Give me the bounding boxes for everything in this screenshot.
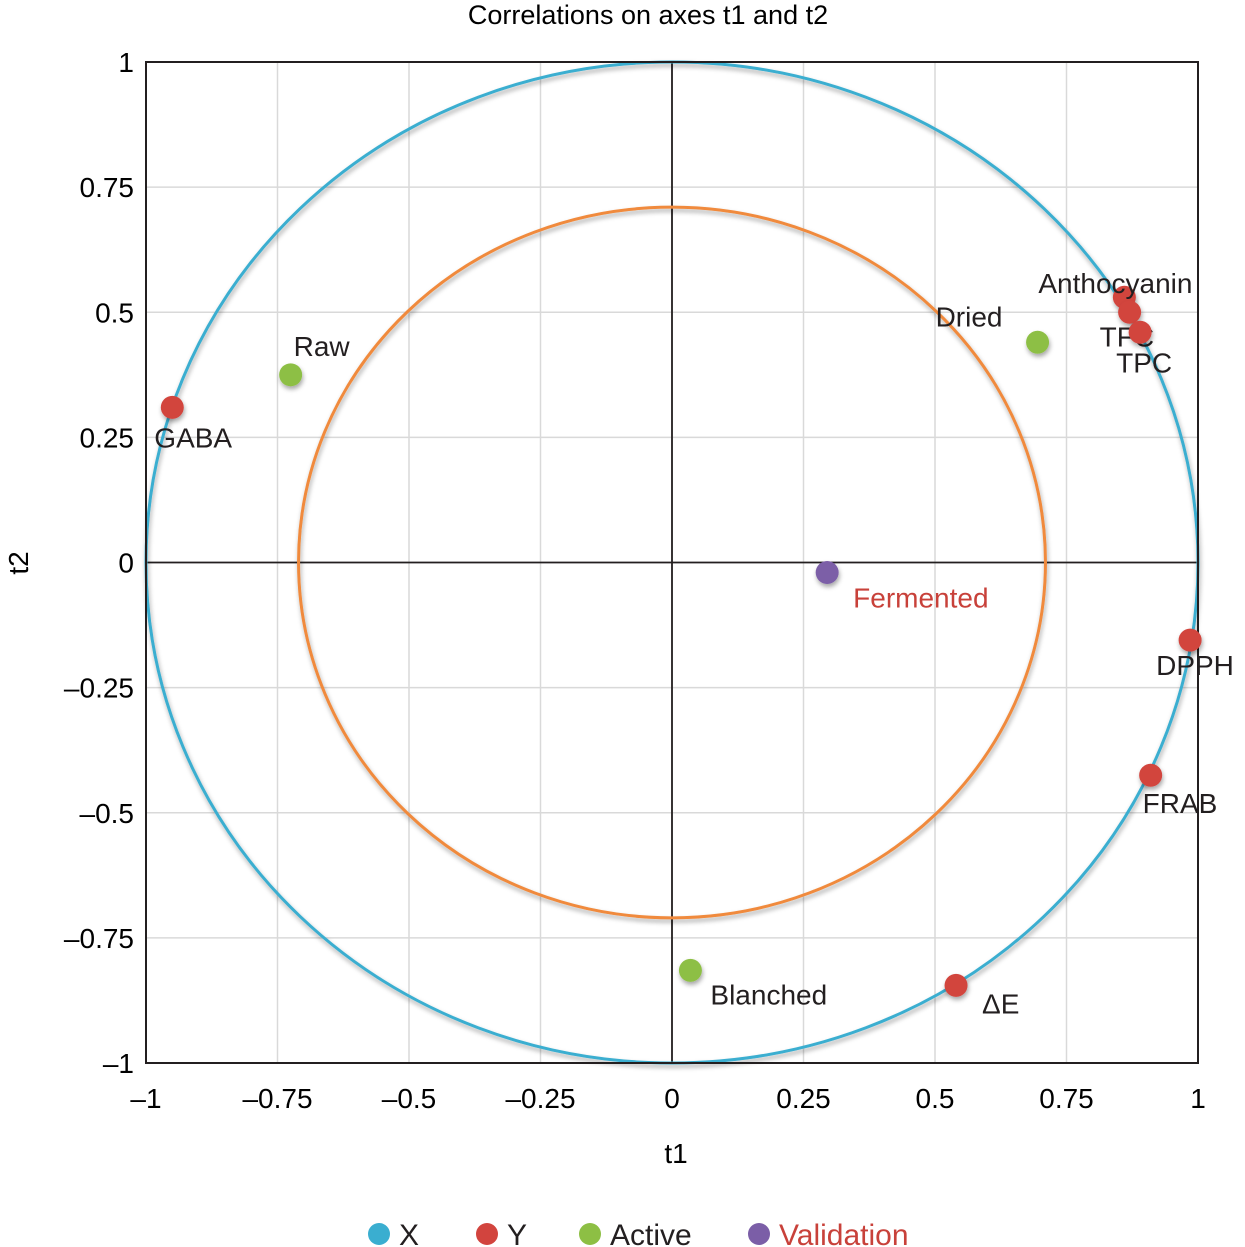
point-label: Dried xyxy=(936,301,1003,332)
y-tick-label: 0.75 xyxy=(80,172,135,203)
x-tick-label: 0 xyxy=(664,1083,680,1114)
point-label: ΔE xyxy=(982,988,1019,1019)
point-y xyxy=(160,395,184,419)
legend-label: Validation xyxy=(779,1219,909,1247)
point-y xyxy=(1139,763,1163,787)
point-y xyxy=(1118,300,1142,324)
x-axis-label: t1 xyxy=(664,1138,687,1169)
y-tick-label: –0.25 xyxy=(64,673,134,704)
x-tick-label: 0.25 xyxy=(776,1083,831,1114)
data-points: GABAAnthocyaninTFCTPCDPPHFRABΔERawDriedB… xyxy=(154,268,1234,1019)
x-tick-label: 0.5 xyxy=(916,1083,955,1114)
x-tick-label: –0.5 xyxy=(382,1083,437,1114)
legend-label: Active xyxy=(610,1219,692,1247)
y-tick-label: 0.25 xyxy=(80,422,135,453)
point-label: Anthocyanin xyxy=(1038,268,1192,299)
point-active xyxy=(279,363,303,387)
x-tick-label: –0.75 xyxy=(242,1083,312,1114)
y-tick-labels: –1 –0.75 –0.5 –0.25 0 0.25 0.5 0.75 1 xyxy=(64,47,134,1079)
legend-label: X xyxy=(399,1219,419,1247)
zero-axes xyxy=(146,62,1198,1063)
y-tick-label: 0 xyxy=(118,548,134,579)
x-tick-label: –1 xyxy=(130,1083,161,1114)
point-label: TPC xyxy=(1116,347,1172,378)
point-validation xyxy=(815,561,839,585)
point-label: Fermented xyxy=(853,583,988,614)
point-label: Raw xyxy=(294,331,351,362)
y-tick-label: 0.5 xyxy=(95,297,134,328)
y-tick-label: –0.75 xyxy=(64,923,134,954)
legend-marker-y xyxy=(476,1223,498,1245)
y-axis-label: t2 xyxy=(3,551,34,574)
point-label: GABA xyxy=(154,422,232,453)
legend-label: Y xyxy=(507,1219,527,1247)
point-label: DPPH xyxy=(1156,650,1234,681)
plot-frame xyxy=(145,61,1199,1064)
inner-correlation-circle xyxy=(297,205,1047,920)
point-y xyxy=(1178,628,1202,652)
legend: X Y Active Validation xyxy=(368,1219,909,1247)
point-active xyxy=(1026,330,1050,354)
point-y xyxy=(944,973,968,997)
point-active xyxy=(678,958,702,982)
x-tick-label: 0.75 xyxy=(1039,1083,1094,1114)
y-tick-label: –0.5 xyxy=(80,798,135,829)
x-tick-label: –0.25 xyxy=(505,1083,575,1114)
point-y xyxy=(1128,320,1152,344)
point-label: FRAB xyxy=(1143,788,1218,819)
y-tick-label: –1 xyxy=(103,1048,134,1079)
point-label: Blanched xyxy=(710,979,827,1010)
chart-title: Correlations on axes t1 and t2 xyxy=(468,0,828,30)
x-tick-label: 1 xyxy=(1190,1083,1206,1114)
x-tick-labels: –1 –0.75 –0.5 –0.25 0 0.25 0.5 0.75 1 xyxy=(130,1083,1205,1114)
legend-marker-x xyxy=(368,1223,390,1245)
legend-marker-active xyxy=(579,1223,601,1245)
y-tick-label: 1 xyxy=(118,47,134,78)
legend-marker-validation xyxy=(748,1223,770,1245)
